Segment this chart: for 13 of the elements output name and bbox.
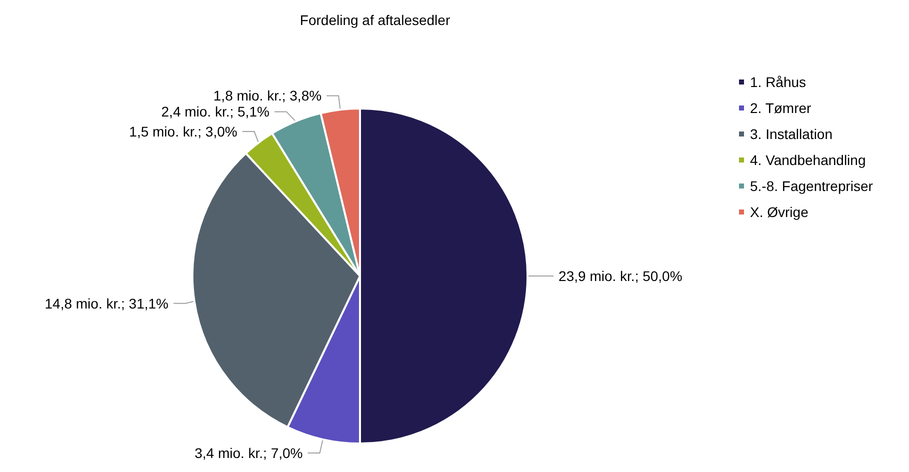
legend-label: 5.-8. Fagentrepriser [750,178,874,194]
data-label: 1,8 mio. kr.; 3,8% [213,88,322,104]
chart-title: Fordeling af aftalesedler [300,12,450,28]
legend-label: 4. Vandbehandling [750,152,866,168]
data-label: 2,4 mio. kr.; 5,1% [161,104,270,120]
data-label: 23,9 mio. kr.; 50,0% [558,268,682,284]
legend-label: 1. Råhus [750,74,806,90]
legend-label: 3. Installation [750,126,832,142]
data-label: 1,5 mio. kr.; 3,0% [129,124,238,140]
legend-label: 2. Tømrer [750,100,812,116]
data-label: 3,4 mio. kr.; 7,0% [194,445,303,462]
legend-label: X. Øvrige [750,204,809,220]
data-label: 14,8 mio. kr.; 31,1% [44,295,168,312]
